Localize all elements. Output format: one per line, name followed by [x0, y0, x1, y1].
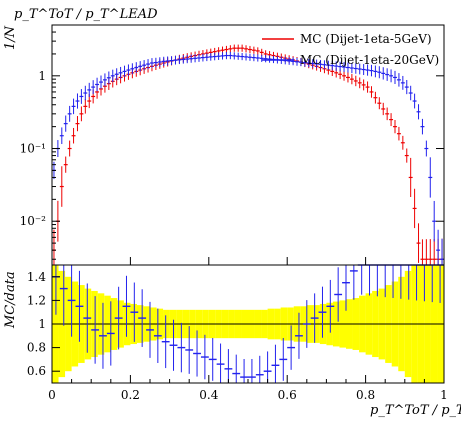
ratio-x-tick-label: 0.2 [121, 388, 140, 402]
ratio-panel [52, 264, 444, 383]
top-axis-title-text: p_T^ToT / p_T^LEAD [14, 7, 158, 22]
ratio-y-tick-label: 1.4 [27, 270, 46, 284]
ratio-y-tick-label: 0.6 [27, 364, 46, 378]
legend-label-series-1: MC (Dijet-1eta-5GeV) [300, 32, 432, 46]
main-y-axis-label: 1/N [3, 25, 18, 50]
main-panel [52, 44, 444, 265]
series-2 [52, 51, 444, 265]
legend: MC (Dijet-1eta-5GeV) MC (Dijet-1eta-20Ge… [262, 32, 439, 67]
ratio-x-tick-label: 0 [48, 388, 56, 402]
ratio-y-tick-label: 1 [38, 317, 46, 331]
ratio-axes: 0.6 0.8 1 1.2 1.4 0 0.2 0.4 0.6 0.8 1 [27, 264, 448, 402]
ratio-series-1 [52, 264, 444, 383]
ratio-x-tick-label: 0.6 [278, 388, 297, 402]
top-axis-title: p_T^ToT / p_T^LEAD [14, 7, 158, 22]
main-y-tick-label: 10⁻² [20, 214, 47, 228]
main-y-tick-label: 10⁻¹ [20, 142, 46, 156]
ratio-y-tick-label: 1.2 [27, 293, 46, 307]
ratio-x-tick-label: 0.8 [356, 388, 375, 402]
ratio-x-axis-label: p_T^ToT / p_T^LEAD [370, 403, 461, 418]
ratio-x-tick-label: 1 [440, 388, 448, 402]
ratio-y-tick-label: 0.8 [27, 341, 46, 355]
ratio-x-tick-label: 0.4 [199, 388, 218, 402]
main-y-tick-label: 1 [38, 69, 46, 83]
legend-label-series-2: MC (Dijet-1eta-20GeV) [300, 53, 439, 67]
ratio-y-axis-label: MC/data [3, 271, 18, 329]
